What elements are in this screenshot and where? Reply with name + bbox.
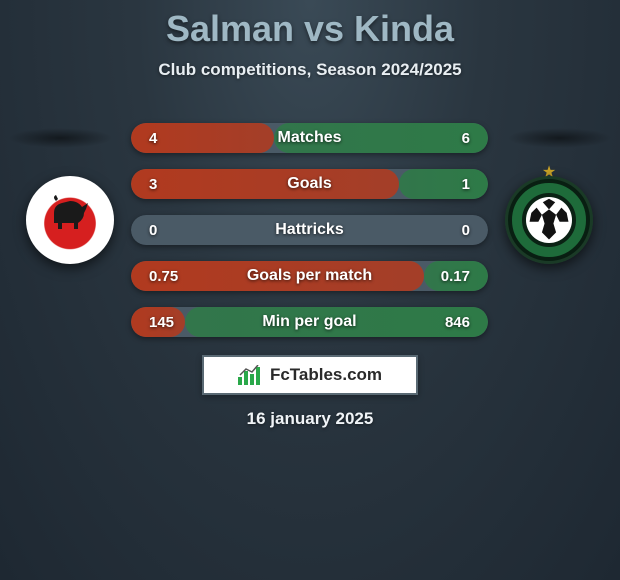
stat-right-value: 1 <box>420 176 470 193</box>
soccer-ball-icon <box>526 197 572 243</box>
stat-left-value: 4 <box>149 130 199 147</box>
stat-left-value: 0 <box>149 222 199 239</box>
stat-row: 0Hattricks0 <box>131 215 488 245</box>
stat-label: Min per goal <box>199 313 420 331</box>
team-right-badge: ★ <box>499 176 599 264</box>
stat-label: Hattricks <box>199 221 420 239</box>
shadow-left <box>8 128 113 148</box>
brand-text: FcTables.com <box>270 365 382 385</box>
stat-row: 3Goals1 <box>131 169 488 199</box>
subtitle: Club competitions, Season 2024/2025 <box>0 60 620 80</box>
stat-left-value: 0.75 <box>149 268 199 285</box>
stats-table: 4Matches6 3Goals1 0Hattricks0 0.75Goals per… <box>131 123 488 353</box>
stat-right-value: 0 <box>420 222 470 239</box>
stat-left-value: 3 <box>149 176 199 193</box>
team-left-badge <box>20 176 120 264</box>
goat-icon <box>48 195 92 231</box>
stat-right-value: 6 <box>420 130 470 147</box>
stat-label: Matches <box>199 129 420 147</box>
stat-label: Goals per match <box>199 267 420 285</box>
page-title: Salman vs Kinda <box>0 0 620 50</box>
brand-box[interactable]: FcTables.com <box>202 355 418 395</box>
bars-icon <box>238 365 262 385</box>
stat-right-value: 846 <box>420 314 470 331</box>
shadow-right <box>507 128 612 148</box>
stat-row: 0.75Goals per match0.17 <box>131 261 488 291</box>
stat-right-value: 0.17 <box>420 268 470 285</box>
stat-row: 145Min per goal846 <box>131 307 488 337</box>
stat-left-value: 145 <box>149 314 199 331</box>
date-text: 16 january 2025 <box>0 409 620 429</box>
stat-row: 4Matches6 <box>131 123 488 153</box>
stat-label: Goals <box>199 175 420 193</box>
